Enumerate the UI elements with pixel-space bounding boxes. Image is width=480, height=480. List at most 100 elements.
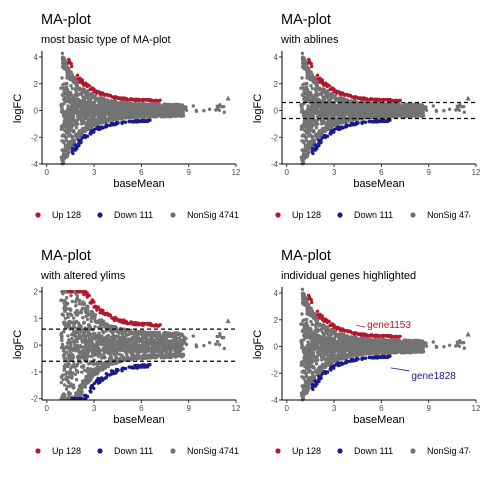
data-point (299, 86, 302, 89)
data-point (116, 121, 119, 124)
data-point (385, 119, 388, 122)
legend: Up 128 Down 111 NonSig 4741 (35, 210, 239, 220)
y-axis-label: logFC (252, 94, 264, 123)
data-point (60, 76, 63, 79)
data-point (330, 108, 333, 111)
data-point (322, 127, 325, 130)
data-point (340, 91, 343, 94)
data-point (67, 316, 70, 319)
data-point (398, 103, 401, 106)
data-point (158, 110, 161, 113)
data-point (318, 105, 321, 108)
data-point (92, 124, 95, 127)
data-point (337, 121, 340, 124)
legend-entry: Up 128 (52, 210, 81, 220)
data-point (318, 77, 321, 80)
data-point (67, 132, 70, 135)
data-point (71, 100, 74, 103)
data-points (59, 52, 231, 166)
data-point (321, 90, 324, 93)
data-point (90, 108, 93, 111)
data-point (314, 93, 317, 96)
data-point (80, 122, 83, 125)
data-point (314, 80, 317, 83)
data-point (86, 318, 89, 321)
data-point (301, 126, 304, 129)
plot-subtitle: with ablines (280, 34, 339, 46)
x-tick-label: 9 (186, 168, 191, 177)
data-point (84, 91, 87, 94)
ma-plot-panel: MA-plotwith altered ylims-2-10120 3 6 9 12ba… (12, 248, 241, 456)
data-point (126, 112, 129, 115)
data-point (73, 104, 76, 107)
plot-subtitle: most basic type of MA-plot (41, 34, 171, 46)
data-point (76, 118, 79, 121)
data-point (346, 98, 349, 101)
data-point (60, 381, 63, 384)
data-point (66, 153, 69, 156)
data-point (97, 90, 100, 93)
plot-subtitle: with altered ylims (40, 270, 126, 282)
ma-plot-panel: MA-plotwith ablines-4-20240 3 6 9 12baseMean… (252, 12, 480, 220)
data-point (96, 105, 99, 108)
data-point (352, 111, 355, 114)
data-point (78, 105, 81, 108)
legend-swatch (97, 212, 102, 217)
data-point (61, 52, 64, 55)
legend-entry: NonSig 4741 (427, 210, 479, 220)
data-point (66, 104, 69, 107)
data-point (346, 93, 349, 96)
data-point (66, 88, 69, 91)
data-point (394, 114, 397, 117)
data-point (382, 104, 385, 107)
data-point (61, 126, 64, 129)
data-point (302, 114, 305, 117)
y-tick-label: -2 (271, 133, 279, 142)
data-point (306, 108, 309, 111)
data-point (79, 101, 82, 104)
data-point (423, 106, 426, 109)
data-point (432, 104, 435, 107)
data-point (389, 99, 392, 102)
data-point (78, 333, 81, 336)
data-point (195, 110, 198, 113)
data-point (416, 112, 419, 115)
data-point (74, 89, 77, 92)
y-tick-label: 2 (274, 80, 279, 89)
data-point (120, 108, 123, 111)
legend-swatch (337, 212, 342, 217)
data-point (134, 115, 137, 118)
data-point (390, 114, 393, 117)
x-tick-label: 0 (45, 168, 50, 177)
legend-swatch (410, 212, 415, 217)
data-point (306, 88, 309, 91)
data-point (79, 110, 82, 113)
data-point (150, 103, 153, 106)
data-point (65, 122, 68, 125)
data-point (366, 112, 369, 115)
data-point (376, 99, 379, 102)
data-point (69, 93, 72, 96)
data-point (59, 86, 62, 89)
data-point (121, 121, 124, 124)
data-point (63, 383, 66, 386)
data-point (300, 104, 303, 107)
data-point (322, 82, 325, 85)
data-point (136, 99, 139, 102)
data-point (318, 88, 321, 91)
data-point (398, 99, 401, 102)
data-point (360, 97, 363, 100)
data-point (76, 101, 79, 104)
data-point (363, 102, 366, 105)
data-point (414, 104, 417, 107)
data-point (71, 87, 74, 90)
data-point (127, 116, 130, 119)
data-point (72, 130, 75, 133)
data-point (167, 109, 170, 112)
data-point (111, 108, 114, 111)
data-point (87, 94, 90, 97)
data-point (73, 143, 76, 146)
data-point (127, 107, 130, 110)
data-point (69, 84, 72, 87)
x-tick-label: 3 (92, 168, 97, 177)
